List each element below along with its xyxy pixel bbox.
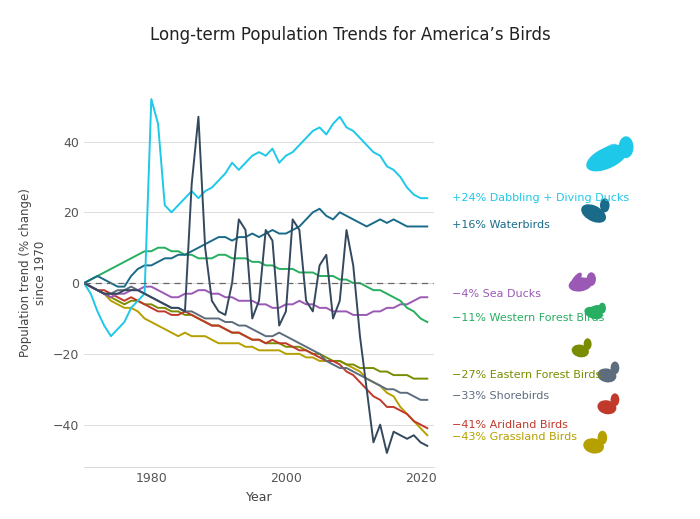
- Circle shape: [587, 272, 596, 286]
- Ellipse shape: [572, 345, 589, 358]
- Y-axis label: Population trend (% change)
since 1970: Population trend (% change) since 1970: [19, 188, 47, 357]
- Ellipse shape: [597, 368, 617, 383]
- Text: −4% Sea Ducks: −4% Sea Ducks: [452, 289, 540, 299]
- X-axis label: Year: Year: [246, 490, 272, 503]
- Ellipse shape: [583, 438, 604, 454]
- Ellipse shape: [592, 144, 618, 169]
- Text: +16% Waterbirds: +16% Waterbirds: [452, 220, 550, 230]
- Ellipse shape: [581, 204, 606, 223]
- Text: −27% Eastern Forest Birds: −27% Eastern Forest Birds: [452, 370, 601, 380]
- Text: −41% Aridland Birds: −41% Aridland Birds: [452, 420, 568, 430]
- Ellipse shape: [584, 307, 603, 319]
- Circle shape: [598, 303, 606, 313]
- Ellipse shape: [570, 272, 582, 288]
- Ellipse shape: [587, 145, 627, 171]
- Circle shape: [584, 338, 592, 350]
- Ellipse shape: [584, 305, 600, 315]
- Circle shape: [619, 136, 634, 158]
- Ellipse shape: [568, 277, 592, 292]
- Text: −43% Grassland Birds: −43% Grassland Birds: [452, 432, 577, 442]
- Circle shape: [610, 393, 620, 406]
- Text: +24% Dabbling + Diving Ducks: +24% Dabbling + Diving Ducks: [452, 193, 629, 203]
- Circle shape: [598, 431, 607, 445]
- Text: −33% Shorebirds: −33% Shorebirds: [452, 391, 549, 401]
- Text: Long-term Population Trends for America’s Birds: Long-term Population Trends for America’…: [150, 26, 550, 44]
- Ellipse shape: [597, 400, 617, 414]
- Text: −11% Western Forest Birds: −11% Western Forest Birds: [452, 313, 604, 323]
- Circle shape: [600, 198, 610, 212]
- Circle shape: [610, 362, 620, 374]
